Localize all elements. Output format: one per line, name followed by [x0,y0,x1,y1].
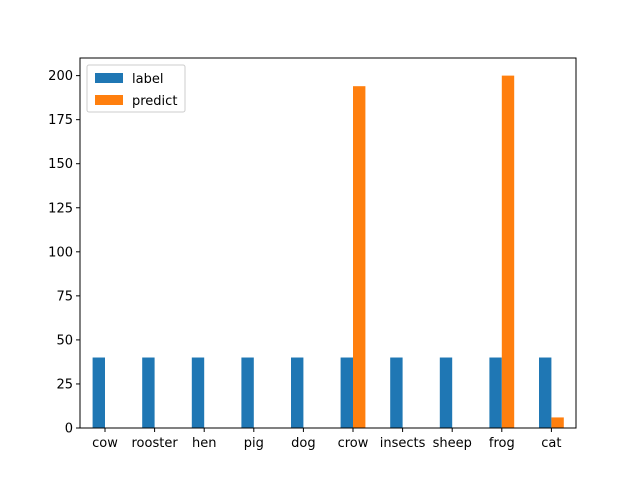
x-tick-label-rooster: rooster [132,436,179,451]
y-tick-label-75: 75 [56,289,73,304]
x-tick-label-cow: cow [92,436,118,451]
bar-label-crow [340,357,353,428]
bar-label-cat [539,357,552,428]
y-tick-label-200: 200 [48,69,73,84]
bar-predict-cat [551,417,564,428]
bar-predict-crow [353,86,366,428]
x-tick-label-cat: cat [541,436,561,451]
bar-label-pig [241,357,254,428]
y-tick-label-125: 125 [48,201,73,216]
bar-label-sheep [439,357,453,428]
x-tick-label-frog: frog [489,436,515,451]
legend-swatch-label [95,73,123,83]
y-tick-label-25: 25 [56,377,73,392]
legend-label-label: label [132,72,163,87]
x-axis: cow rooster hen pig dog crow insects sheep frog c… [92,428,562,451]
y-tick-label-0: 0 [65,422,73,437]
bar-label-cow [92,357,105,428]
x-tick-label-pig: pig [244,436,264,451]
bar-label-dog [291,357,304,428]
bars-group [92,75,564,429]
y-tick-label-50: 50 [56,333,73,348]
plot-frame [79,57,577,429]
y-tick-label-100: 100 [48,245,73,260]
legend-swatch-predict [95,95,123,105]
y-tick-label-150: 150 [48,157,73,172]
legend-label-predict: predict [132,94,177,109]
x-tick-label-hen: hen [192,436,216,451]
bar-label-rooster [142,357,155,428]
bar-label-frog [489,357,502,428]
legend: label predict [86,64,186,113]
x-tick-label-insects: insects [380,436,426,451]
bar-label-insects [390,357,403,428]
y-axis: 0 25 50 75 100 125 150 175 200 [48,69,80,437]
x-tick-label-crow: crow [338,436,369,451]
x-tick-label-dog: dog [291,436,315,451]
bar-label-hen [191,357,205,428]
bar-predict-frog [501,75,515,429]
x-tick-label-sheep: sheep [433,436,472,451]
y-tick-label-175: 175 [48,113,73,128]
